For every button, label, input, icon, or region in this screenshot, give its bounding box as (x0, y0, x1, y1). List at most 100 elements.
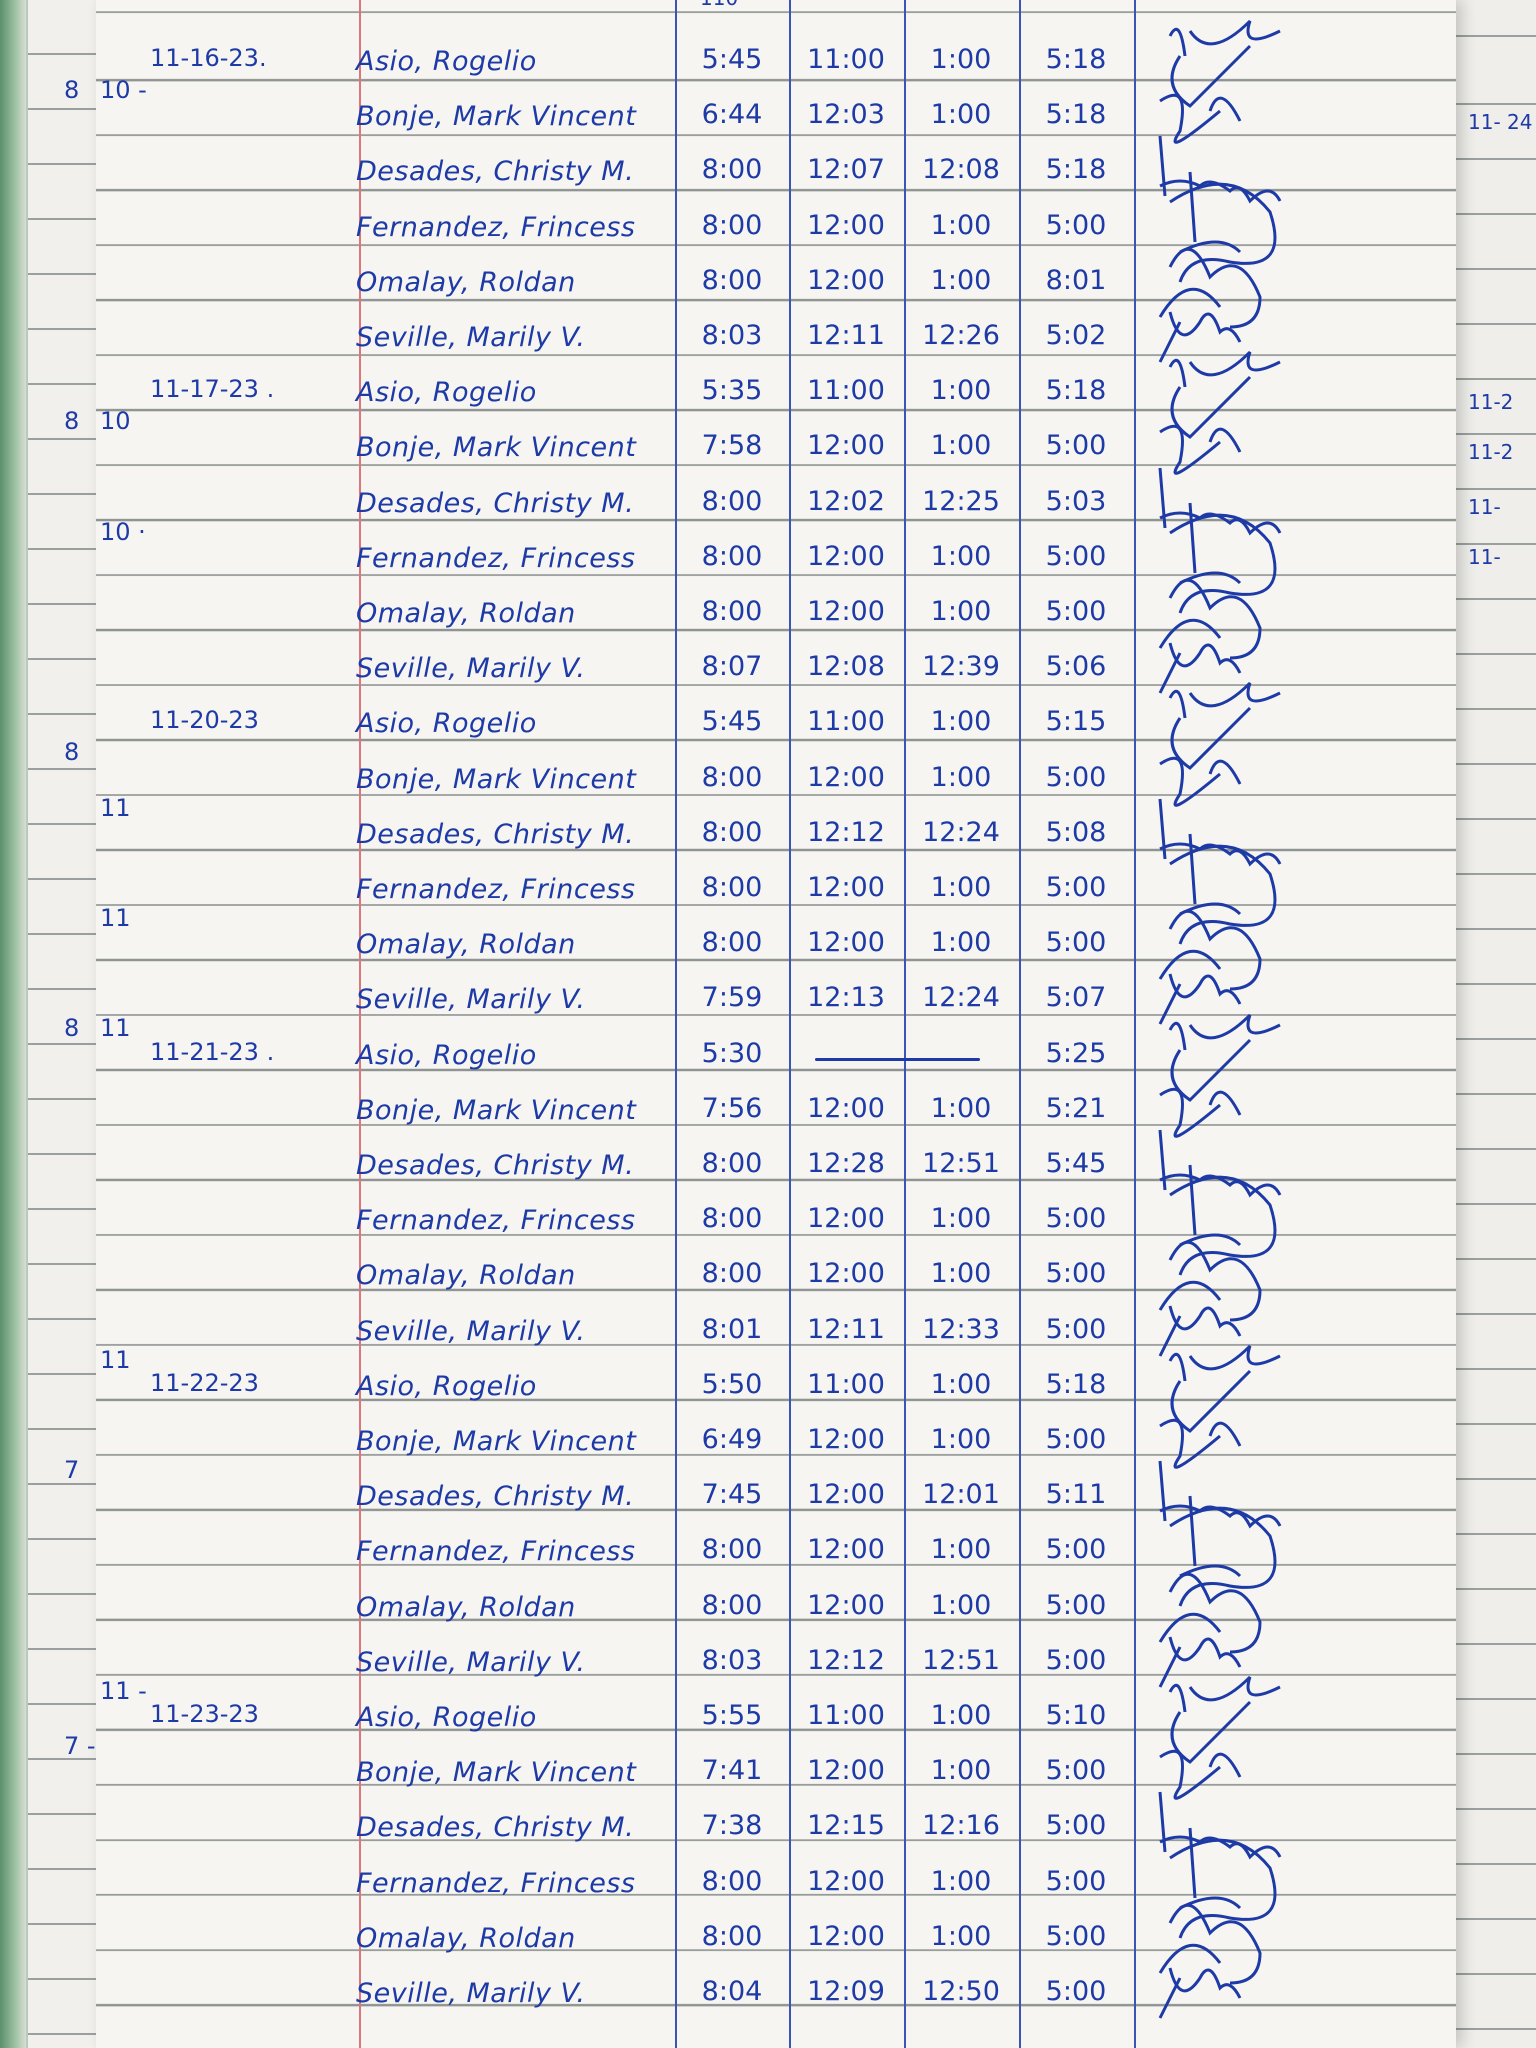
right-page-note: 11- (1468, 495, 1501, 519)
time-in-am: 8:07 (701, 651, 763, 683)
signature (1159, 1087, 1242, 1138)
time-out-pm: 5:00 (1045, 1865, 1107, 1897)
signature (1158, 1572, 1262, 1654)
time-in-am: 8:00 (701, 596, 763, 627)
signature-stroke (1159, 425, 1242, 476)
time-out-am: 12:00 (807, 927, 885, 959)
time-in-pm: 1:00 (930, 264, 992, 296)
employee-name: Fernandez, Frincess (356, 1867, 636, 1899)
time-out-am: 12:00 (807, 1092, 885, 1124)
employee-name: Omalay, Roldan (356, 1922, 576, 1954)
log-date: 11-17-23 . (150, 375, 275, 404)
time-in-pm: 1:00 (930, 1865, 992, 1897)
time-out-pm: 5:00 (1045, 872, 1107, 903)
time-out-am: 11:00 (807, 44, 885, 75)
employee-name: Omalay, Roldan (356, 1591, 576, 1623)
time-in-pm: 1:00 (930, 1700, 992, 1731)
time-in-pm: 12:08 (922, 154, 1000, 186)
time-in-pm: 12:51 (922, 1148, 1000, 1179)
time-in-pm: 12:39 (922, 651, 1000, 683)
signature (1158, 798, 1282, 867)
employee-name: Omalay, Roldan (356, 598, 576, 629)
margin-note: 11 (100, 904, 131, 932)
signature-stroke (1158, 1241, 1262, 1322)
margin-note: 8 (64, 407, 80, 436)
time-in-am: 5:45 (701, 44, 763, 75)
time-out-pm: 5:00 (1045, 540, 1107, 572)
column-divider (789, 0, 791, 2048)
signature-stroke (1158, 1903, 1262, 1985)
time-out-am: 12:00 (807, 209, 885, 241)
time-in-pm: 1:00 (930, 1920, 992, 1952)
time-out-pm: 5:00 (1045, 1755, 1107, 1787)
time-out-am: 12:00 (807, 430, 885, 462)
time-out-am: 11:00 (807, 1700, 885, 1731)
time-in-am: 7:59 (701, 982, 763, 1014)
time-out-pm: 5:00 (1045, 1424, 1107, 1455)
margin-note: 10 · (100, 517, 146, 546)
time-in-pm: 12:16 (922, 1810, 1000, 1842)
time-out-pm: 5:18 (1045, 99, 1107, 131)
employee-name: Asio, Rogelio (356, 46, 537, 77)
time-in-pm: 12:24 (922, 816, 1000, 848)
employee-name: Bonje, Mark Vincent (356, 1094, 637, 1126)
time-in-pm: 1:00 (930, 540, 992, 572)
margin-note: 8 (64, 738, 80, 767)
time-in-pm: 1:00 (930, 1258, 992, 1290)
time-out-am: 12:00 (807, 1920, 885, 1952)
employee-name: Bonje, Mark Vincent (356, 101, 637, 133)
signature (1158, 1129, 1282, 1198)
time-in-am: 8:03 (701, 320, 763, 351)
signature (1168, 682, 1281, 771)
time-in-am: 8:00 (701, 1258, 763, 1290)
signature-stroke (1158, 247, 1262, 329)
employee-name: Seville, Marily V. (356, 984, 586, 1016)
time-in-pm: 1:00 (930, 872, 992, 903)
employee-name: Seville, Marily V. (356, 322, 586, 353)
margin-note: 11 - (100, 1676, 147, 1705)
time-out-pm: 5:00 (1045, 1534, 1107, 1566)
time-out-am: 12:00 (807, 761, 885, 793)
employee-name: Desades, Christy M. (356, 487, 635, 519)
time-in-pm: 12:25 (922, 485, 1000, 517)
time-in-am: 8:04 (701, 1976, 763, 2007)
time-in-pm: 12:01 (922, 1479, 1000, 1511)
time-out-pm: 5:00 (1045, 927, 1107, 959)
signature (1158, 1792, 1282, 1860)
time-out-pm: 5:18 (1045, 44, 1107, 75)
signature (1158, 1903, 1262, 1985)
log-date: 11-22-23 (150, 1368, 259, 1397)
signature-stroke (1158, 974, 1242, 1026)
time-out-am: 12:00 (807, 872, 885, 903)
time-out-am: 12:00 (807, 1755, 885, 1787)
time-in-am: 8:00 (701, 761, 763, 793)
signature (1158, 974, 1242, 1026)
time-in-am: 8:00 (701, 927, 763, 959)
time-out-pm: 5:00 (1045, 1203, 1107, 1235)
margin-note: 8 (64, 1014, 80, 1043)
time-in-am: 8:00 (701, 154, 763, 186)
signature-stroke (1159, 1750, 1242, 1800)
time-out-am: 12:00 (807, 1258, 885, 1290)
time-out-pm: 5:18 (1045, 375, 1107, 407)
margin-note: 11 (100, 1345, 131, 1374)
time-out-am: 12:11 (807, 1313, 885, 1345)
signature-stroke (1168, 1013, 1281, 1102)
signature (1159, 1418, 1242, 1469)
signature-stroke (1159, 1418, 1242, 1469)
time-in-pm: 1:00 (930, 375, 992, 407)
margin-note: 8 (64, 76, 80, 104)
signature (1168, 351, 1281, 440)
signature-stroke (1159, 756, 1242, 807)
signature-stroke (1158, 136, 1282, 204)
signature-stroke (1168, 1344, 1281, 1433)
time-out-pm: 5:10 (1045, 1700, 1107, 1731)
time-in-pm: 1:00 (930, 1755, 992, 1787)
margin-note: 10 - (100, 76, 147, 104)
time-in-am: 8:00 (701, 209, 763, 241)
signature (1158, 1241, 1262, 1322)
signature (1158, 578, 1262, 660)
signature-stroke (1158, 1792, 1282, 1860)
right-page-note: 11-2 (1468, 440, 1514, 464)
time-in-am: 8:00 (701, 1589, 763, 1621)
